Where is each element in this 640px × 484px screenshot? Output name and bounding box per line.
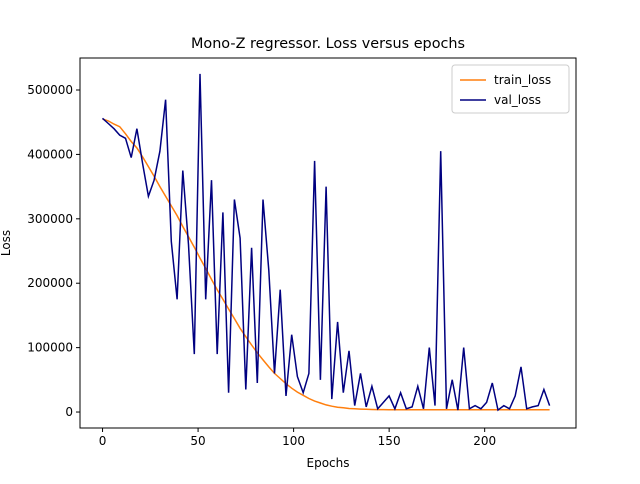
y-tick-label: 0 — [65, 405, 73, 419]
legend-label: train_loss — [494, 73, 551, 87]
legend-label: val_loss — [494, 93, 541, 107]
y-tick-label: 400000 — [27, 147, 73, 161]
y-tick-label: 100000 — [27, 341, 73, 355]
chart-title: Mono-Z regressor. Loss versus epochs — [191, 36, 465, 52]
y-tick-label: 200000 — [27, 276, 73, 290]
series-line — [102, 118, 550, 411]
legend-box — [451, 64, 570, 114]
plot-frame — [79, 57, 577, 429]
series-line — [101, 73, 551, 412]
x-tick-label: 50 — [190, 434, 205, 448]
x-tick-label: 100 — [282, 434, 305, 448]
y-axis-label: Loss — [0, 230, 13, 256]
y-tick-label: 500000 — [27, 83, 73, 97]
x-tick-label: 200 — [473, 434, 496, 448]
y-tick-label: 300000 — [27, 212, 73, 226]
x-tick-label: 0 — [99, 434, 107, 448]
x-tick-label: 150 — [378, 434, 401, 448]
x-axis-label: Epochs — [307, 456, 350, 470]
